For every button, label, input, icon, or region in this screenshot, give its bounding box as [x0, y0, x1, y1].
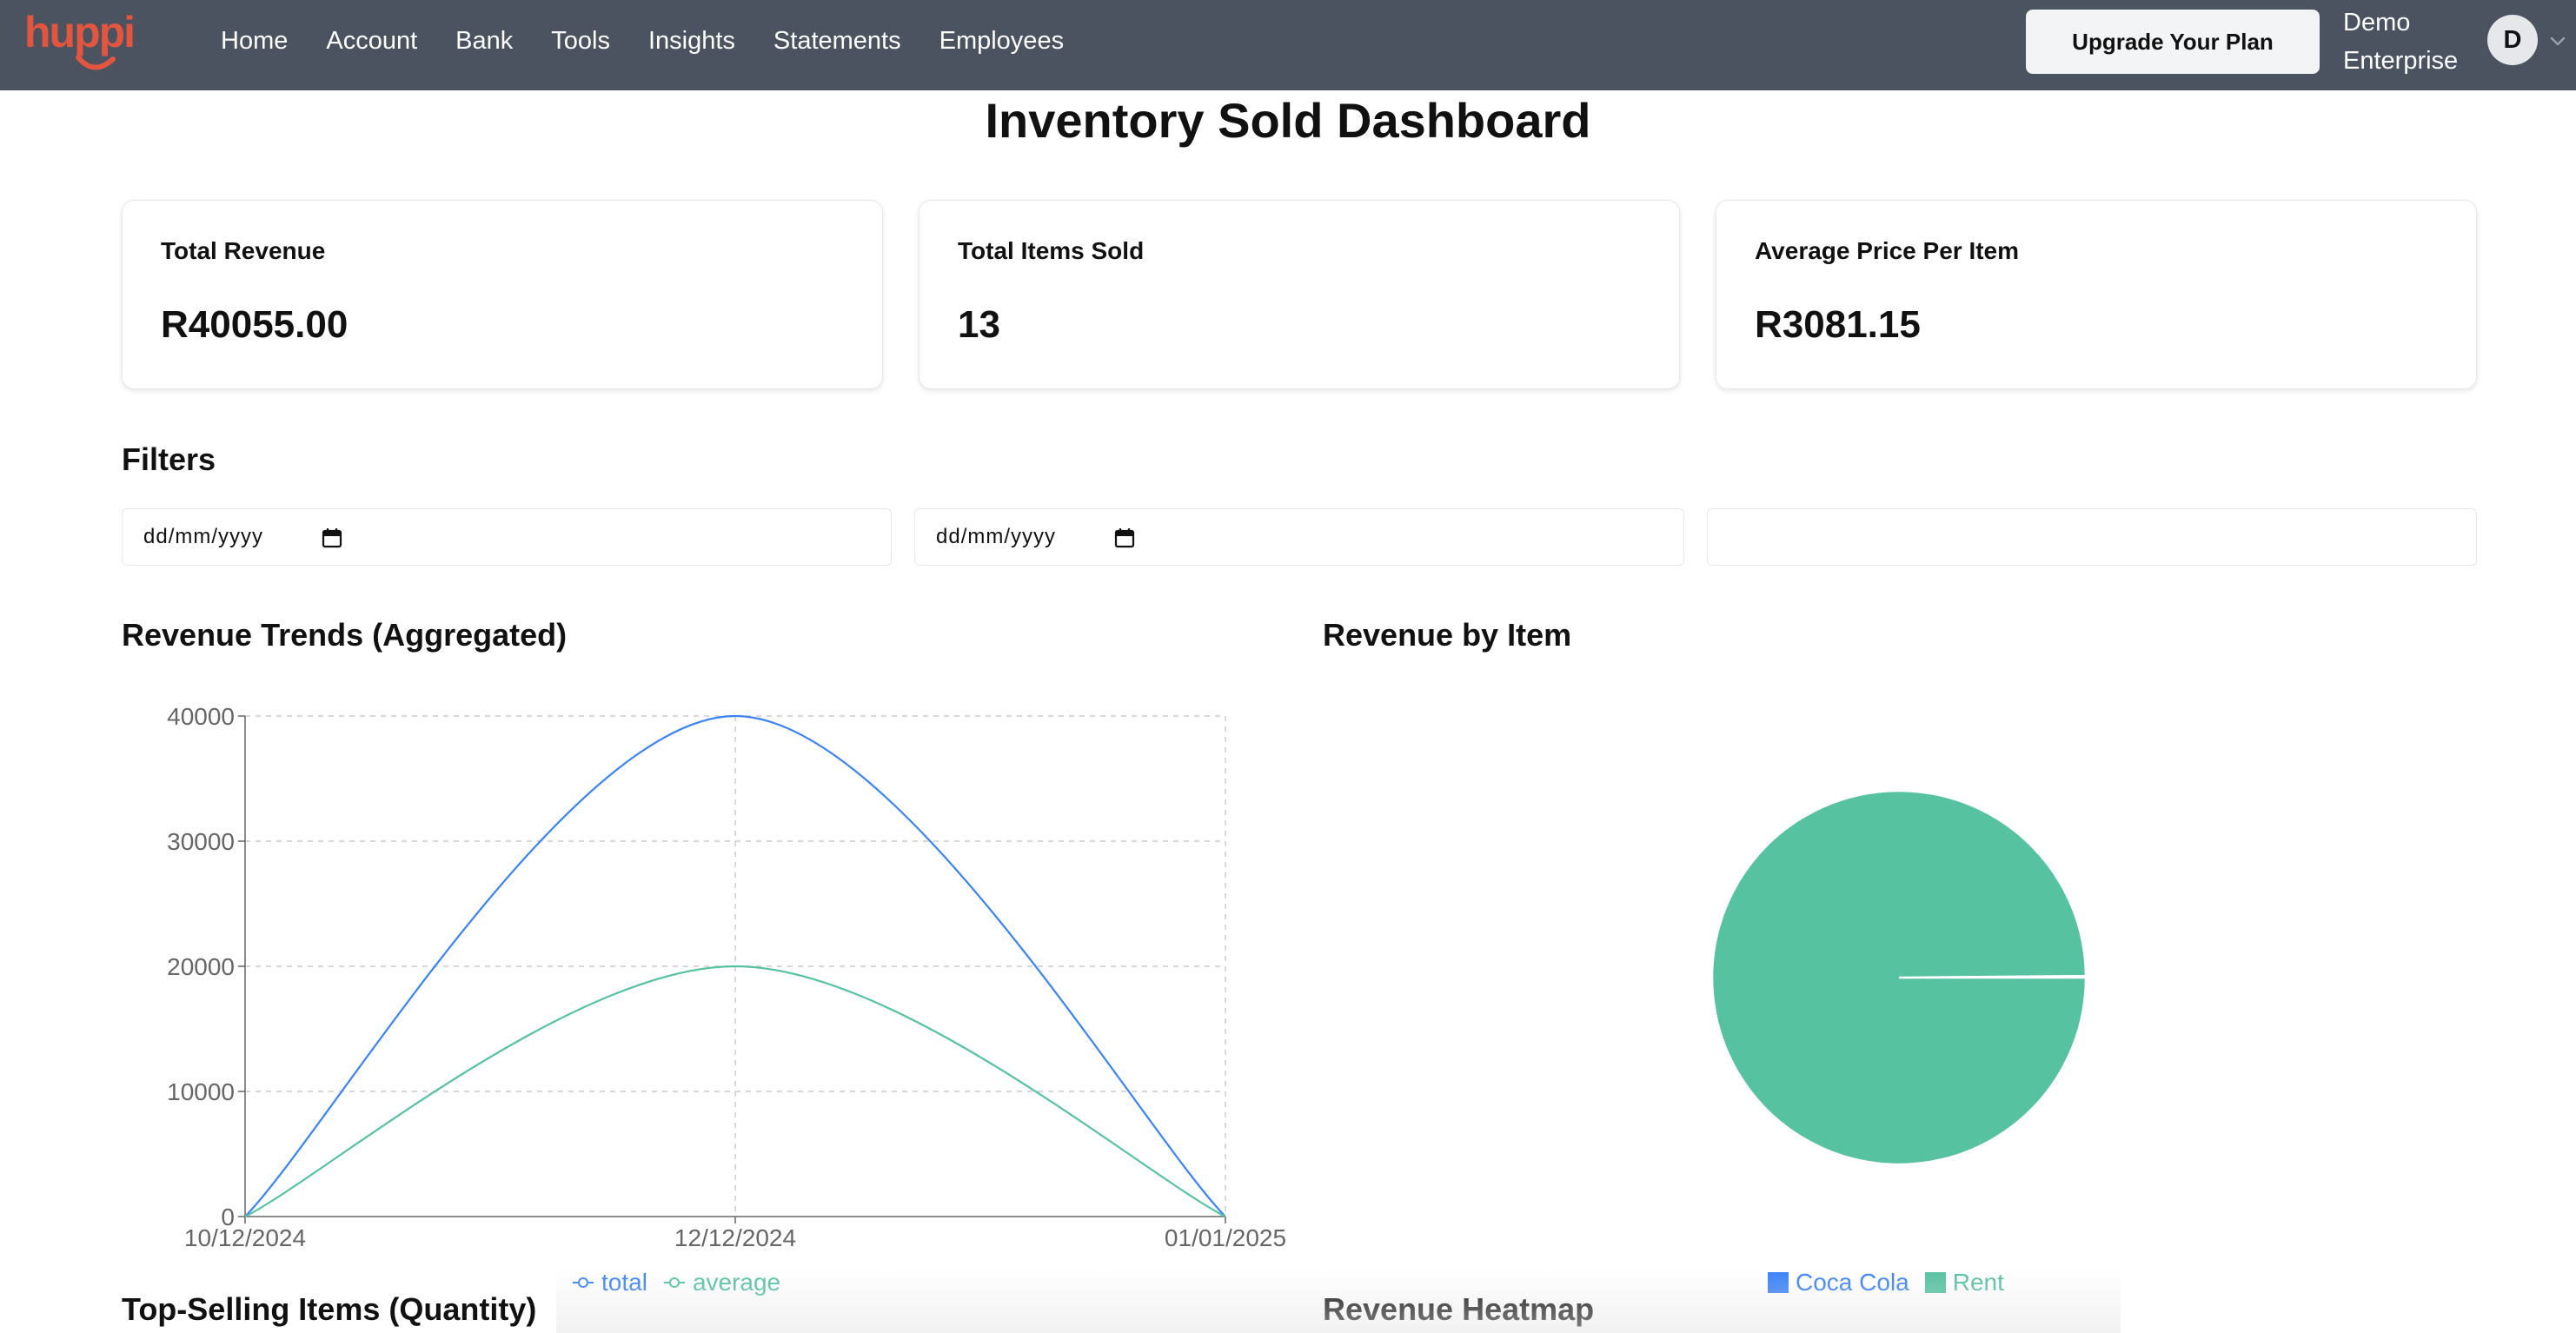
stat-card-total-revenue: Total Revenue R40055.00 — [122, 200, 883, 389]
user-avatar[interactable]: D — [2487, 15, 2538, 65]
main-nav: Home Account Bank Tools Insights Stateme… — [221, 0, 1064, 82]
revenue-heatmap-heading: Revenue Heatmap — [1323, 1291, 1595, 1327]
nav-item-employees[interactable]: Employees — [939, 26, 1065, 55]
chevron-down-icon[interactable] — [2546, 30, 2569, 52]
upgrade-plan-button[interactable]: Upgrade Your Plan — [2026, 10, 2320, 74]
revenue-by-item-chart — [1710, 789, 2088, 1166]
stat-card-total-items-sold: Total Items Sold 13 — [919, 200, 1680, 389]
nav-item-account[interactable]: Account — [326, 26, 418, 55]
legend-entry-average[interactable]: average — [663, 1269, 780, 1297]
stat-label: Total Revenue — [161, 237, 326, 264]
legend-swatch — [1768, 1272, 1789, 1293]
filters-heading: Filters — [122, 441, 216, 477]
x-tick-label: 12/12/2024 — [674, 1224, 796, 1251]
y-tick-label: 0 — [221, 1204, 235, 1230]
nav-item-bank[interactable]: Bank — [455, 26, 514, 55]
item-search-input[interactable] — [1707, 508, 2477, 566]
x-tick-label: 01/01/2025 — [1165, 1224, 1286, 1251]
revenue-trends-chart: 0 10000 20000 30000 40000 10/12/2024 12/12/202… — [167, 703, 1286, 1251]
stat-label: Total Items Sold — [958, 237, 1145, 264]
legend-entry-total[interactable]: total — [572, 1269, 647, 1297]
revenue-trends-legend: total average — [572, 1267, 780, 1298]
end-date-input[interactable]: dd/mm/yyyy — [914, 508, 1684, 566]
y-tick-label: 10000 — [167, 1078, 235, 1105]
series-line-average — [244, 965, 1226, 1217]
stat-value: R40055.00 — [161, 303, 349, 346]
pie-slice-rent — [1710, 789, 2088, 1166]
stat-card-average-price: Average Price Per Item R3081.15 — [1716, 200, 2477, 389]
revenue-by-item-heading: Revenue by Item — [1323, 617, 1572, 653]
start-date-placeholder: dd/mm/yyyy — [143, 525, 264, 548]
page-title: Inventory Sold Dashboard — [985, 93, 1591, 148]
company-name[interactable]: Demo Enterprise — [2343, 3, 2473, 80]
company-name-line1: Demo — [2343, 9, 2411, 36]
y-tick-label: 20000 — [167, 953, 235, 980]
calendar-icon[interactable] — [321, 527, 343, 549]
x-tick-label: 10/12/2024 — [184, 1224, 306, 1251]
logo-text: huppi — [24, 8, 134, 56]
y-tick-label: 40000 — [167, 703, 235, 730]
nav-item-insights[interactable]: Insights — [647, 26, 735, 55]
revenue-by-item-legend: Coca Cola Rent — [1768, 1267, 2004, 1298]
revenue-trends-heading: Revenue Trends (Aggregated) — [122, 617, 568, 653]
legend-swatch — [1924, 1272, 1946, 1293]
calendar-icon[interactable] — [1113, 527, 1136, 549]
huppi-logo[interactable]: huppi — [23, 7, 153, 80]
y-tick-label: 30000 — [167, 828, 235, 855]
legend-entry-rent[interactable]: Rent — [1924, 1269, 2004, 1297]
legend-line-icon — [573, 1277, 594, 1288]
top-navbar: huppi Home Account Bank Tools Insights S… — [0, 0, 2576, 90]
stat-value: R3081.15 — [1755, 303, 1921, 346]
stat-value: 13 — [958, 303, 1000, 346]
end-date-placeholder: dd/mm/yyyy — [936, 525, 1057, 548]
top-selling-heading: Top-Selling Items (Quantity) — [122, 1291, 537, 1327]
legend-label: average — [692, 1269, 781, 1296]
nav-item-statements[interactable]: Statements — [773, 26, 901, 55]
legend-label: Coca Cola — [1796, 1269, 1909, 1296]
series-line-total — [244, 714, 1226, 1217]
stat-label: Average Price Per Item — [1755, 237, 2020, 264]
legend-entry-coca-cola[interactable]: Coca Cola — [1768, 1269, 1909, 1297]
legend-label: total — [601, 1269, 647, 1296]
legend-label: Rent — [1952, 1269, 2004, 1296]
legend-line-icon — [663, 1277, 685, 1288]
nav-item-tools[interactable]: Tools — [551, 26, 610, 55]
start-date-input[interactable]: dd/mm/yyyy — [122, 508, 892, 566]
nav-item-home[interactable]: Home — [221, 26, 289, 55]
company-name-line2: Enterprise — [2343, 47, 2459, 75]
